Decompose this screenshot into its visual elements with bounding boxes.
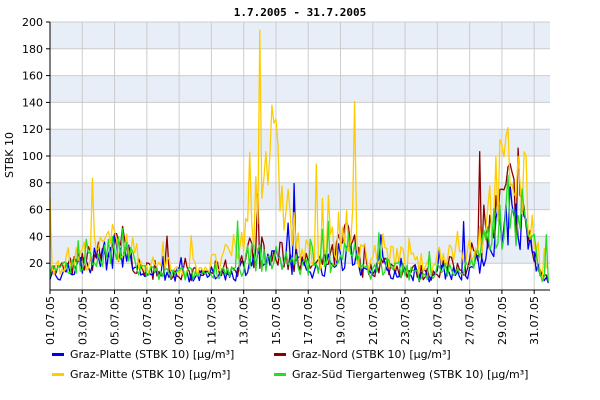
- band-160-180: [50, 48, 550, 76]
- x-tick-label-11.07.05: 11.07.05: [205, 296, 218, 345]
- band-140-160: [50, 75, 550, 103]
- x-tick-label-23.07.05: 23.07.05: [399, 296, 412, 345]
- x-tick-label-07.07.05: 07.07.05: [141, 296, 154, 345]
- x-tick-label-17.07.05: 17.07.05: [302, 296, 315, 345]
- y-tick-label-80: 80: [29, 177, 43, 190]
- band-120-140: [50, 102, 550, 130]
- y-tick-label-200: 200: [22, 16, 43, 29]
- band-80-100: [50, 156, 550, 183]
- band-100-120: [50, 129, 550, 156]
- y-tick-label-180: 180: [22, 43, 43, 56]
- legend-label-graz-sued: Graz-Süd Tiergartenweg (STBK 10) [µg/m³]: [292, 368, 529, 381]
- series-line-3: [49, 174, 549, 283]
- x-tick-label-27.07.05: 27.07.05: [464, 296, 477, 345]
- band-60-80: [50, 182, 550, 210]
- x-tick-label-05.07.05: 05.07.05: [109, 296, 122, 345]
- x-tick-label-29.07.05: 29.07.05: [496, 296, 509, 345]
- x-tick-label-15.07.05: 15.07.05: [270, 296, 283, 345]
- band-180-200: [50, 22, 550, 49]
- y-tick-label-140: 140: [22, 96, 43, 109]
- y-tick-label-40: 40: [29, 230, 43, 243]
- y-tick-label-120: 120: [22, 123, 43, 136]
- legend-swatch-graz-platte: [52, 352, 64, 356]
- x-tick-label-19.07.05: 19.07.05: [335, 296, 348, 345]
- legend-swatch-graz-nord: [274, 352, 286, 356]
- legend-label-graz-mitte: Graz-Mitte (STBK 10) [µg/m³]: [70, 368, 231, 381]
- legend-item-graz-sued: Graz-Süd Tiergartenweg (STBK 10) [µg/m³]: [274, 368, 528, 381]
- legend-label-graz-platte: Graz-Platte (STBK 10) [µg/m³]: [70, 348, 235, 361]
- x-tick-label-31.07.05: 31.07.05: [528, 296, 541, 345]
- y-tick-label-20: 20: [29, 257, 43, 270]
- legend-label-graz-nord: Graz-Nord (STBK 10) [µg/m³]: [292, 348, 451, 361]
- plot-background-bands: [50, 22, 550, 290]
- x-tick-label-21.07.05: 21.07.05: [367, 296, 380, 345]
- legend-item-graz-nord: Graz-Nord (STBK 10) [µg/m³]: [274, 348, 451, 361]
- y-axis-label: STBK 10: [3, 132, 16, 178]
- legend-item-graz-mitte: Graz-Mitte (STBK 10) [µg/m³]: [52, 368, 230, 381]
- axes: [46, 21, 550, 294]
- y-tick-label-100: 100: [22, 150, 43, 163]
- x-tick-label-09.07.05: 09.07.05: [173, 296, 186, 345]
- y-tick-labels: 20 40 60 80 100 120 140 160 180 200: [22, 16, 43, 270]
- chart-title: 1.7.2005 - 31.7.2005: [234, 6, 366, 19]
- x-tick-label-25.07.05: 25.07.05: [431, 296, 444, 345]
- x-tick-label-03.07.05: 03.07.05: [76, 296, 89, 345]
- x-tick-label-13.07.05: 13.07.05: [238, 296, 251, 345]
- legend-swatch-graz-mitte: [52, 372, 64, 376]
- x-tick-labels: 01.07.05 03.07.05 05.07.05 07.07.05 09.07.05…: [44, 296, 541, 345]
- y-tick-label-160: 160: [22, 70, 43, 83]
- y-tick-label-60: 60: [29, 204, 43, 217]
- legend-item-graz-platte: Graz-Platte (STBK 10) [µg/m³]: [52, 348, 234, 361]
- band-40-60: [50, 209, 550, 237]
- legend-swatch-graz-sued: [274, 372, 286, 376]
- series-lines: [49, 29, 549, 284]
- x-tick-label-01.07.05: 01.07.05: [44, 296, 57, 345]
